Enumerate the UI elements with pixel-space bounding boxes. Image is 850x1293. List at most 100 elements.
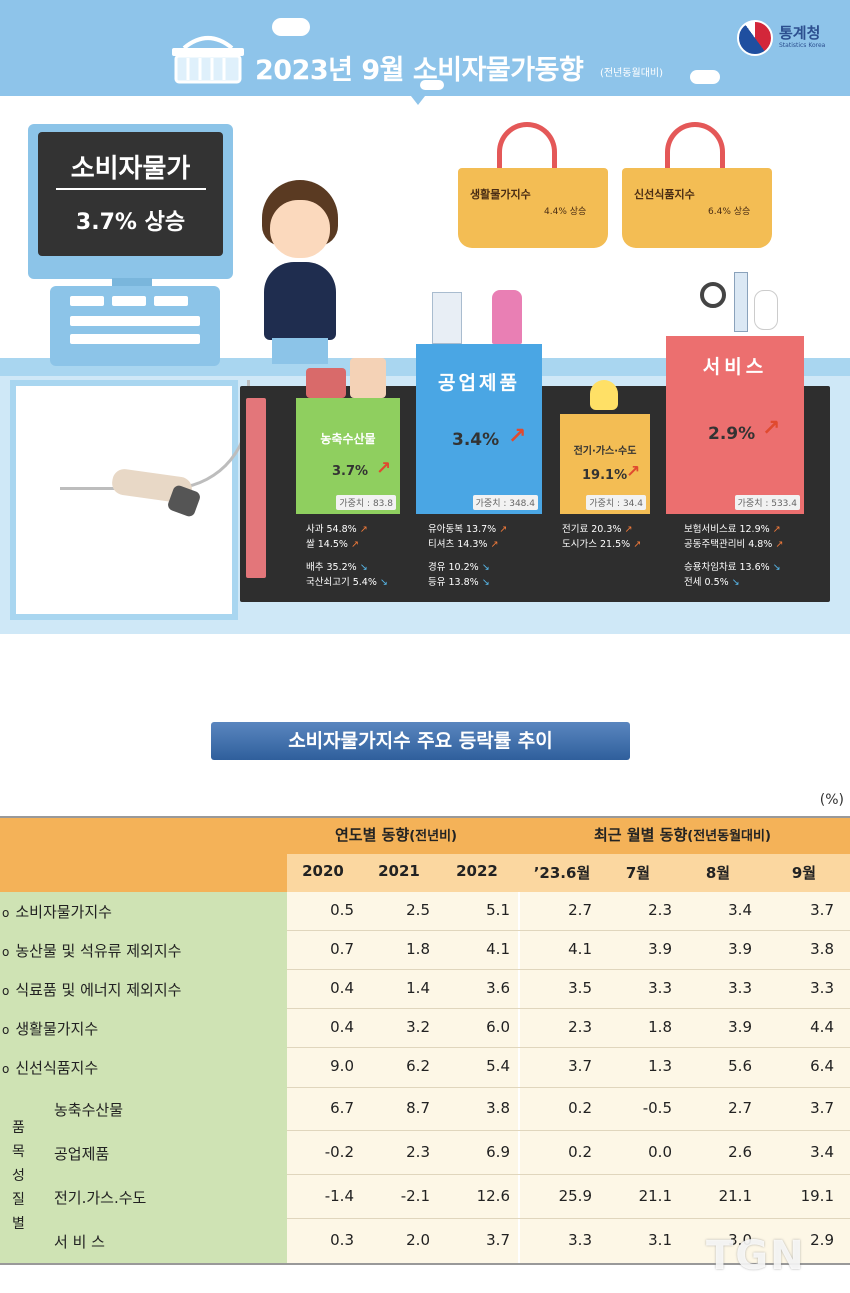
- bullet-icon: o: [2, 984, 10, 998]
- basket-label: 신선식품지수: [634, 188, 695, 201]
- table-cell: 9.0: [330, 1057, 354, 1075]
- table-cell: 3.6: [486, 979, 510, 997]
- detergent-bottle-icon: [492, 290, 522, 344]
- basket-handle: [665, 122, 725, 168]
- table-cell: 6.7: [330, 1099, 354, 1117]
- row-label: o 농산물 및 석유류 제외지수: [2, 940, 181, 961]
- row-divider: [287, 1047, 850, 1048]
- item-down: 등유 13.8% ↘: [428, 577, 490, 588]
- table-cell: 4.1: [486, 940, 510, 958]
- meat-egg-icon: [306, 358, 388, 398]
- category-value: 3.4%: [452, 430, 500, 450]
- row-label-text: 공업제품: [54, 1145, 110, 1163]
- column-header: 2020: [302, 862, 344, 880]
- category-service: 서비스 2.9% ↗ 가중치 : 533.4: [666, 336, 804, 514]
- header-group-monthly: 최근 월별 동향(전년동월대비): [594, 824, 771, 845]
- table-cell: 21.1: [638, 1187, 672, 1205]
- column-separator: [518, 892, 520, 1265]
- category-weight: 가중치 : 83.8: [336, 495, 396, 510]
- table-cell: 3.3: [810, 979, 834, 997]
- cashier-legs: [272, 338, 328, 364]
- table-cell: 4.4: [810, 1018, 834, 1036]
- row-label-text: 생활물가지수: [15, 1020, 99, 1038]
- row-label-text: 농산물 및 석유류 제외지수: [15, 942, 182, 960]
- light-bulb-icon: [590, 380, 618, 410]
- down-arrow-icon: ↘: [478, 577, 490, 588]
- down-arrow-icon: ↘: [478, 562, 490, 573]
- item-down: 국산쇠고기 5.4% ↘: [306, 577, 388, 588]
- row-label-text: 농축수산물: [54, 1101, 124, 1119]
- table-cell: 6.0: [486, 1018, 510, 1036]
- row-label: o 소비자물가지수: [2, 901, 112, 922]
- category-items: 전기료 20.3% ↗ 도시가스 21.5% ↗: [562, 522, 641, 552]
- row-divider: [287, 930, 850, 931]
- up-arrow-icon: ↗: [356, 524, 368, 535]
- service-items-icon: [700, 272, 780, 336]
- basket-label: 생활물가지수: [470, 188, 531, 201]
- row-label: o 식료품 및 에너지 제외지수: [2, 979, 181, 1000]
- header-banner: 2023년 9월 소비자물가동향 (전년동월대비) 통계청 Statistics…: [0, 0, 850, 96]
- table-cell: 3.5: [568, 979, 592, 997]
- cash-register: [50, 286, 220, 366]
- table-cell: 3.1: [648, 1231, 672, 1249]
- table-cell: 1.4: [406, 979, 430, 997]
- category-label: 농축수산물: [320, 432, 376, 446]
- cloud-decoration: [272, 18, 310, 36]
- column-header: 8월: [705, 864, 731, 882]
- category-weight: 가중치 : 348.4: [472, 495, 538, 510]
- category-value: 19.1%: [582, 468, 628, 483]
- down-arrow-icon: ↘: [356, 562, 368, 573]
- up-arrow-icon: ↗: [347, 539, 359, 550]
- table-cell: 2.7: [568, 901, 592, 919]
- table-cell: 2.6: [728, 1143, 752, 1161]
- page-title-subtitle: (전년동월대비): [600, 68, 664, 79]
- register-key: [70, 316, 200, 326]
- table-cell: 8.7: [406, 1099, 430, 1117]
- unit-label: (%): [819, 792, 844, 808]
- basket-fresh-food-index: 신선식품지수 6.4% 상승: [622, 168, 772, 248]
- table-cell: 2.3: [406, 1143, 430, 1161]
- up-arrow-icon: ↗: [630, 539, 642, 550]
- table-cell: 5.1: [486, 901, 510, 919]
- column-header: 2022: [456, 862, 498, 880]
- table-cell: 3.3: [648, 979, 672, 997]
- column-header: 9월: [791, 864, 817, 882]
- table-cell: -0.2: [324, 1143, 354, 1161]
- table-cell: 0.0: [648, 1143, 672, 1161]
- row-label-text: 식료품 및 에너지 제외지수: [15, 981, 182, 999]
- table-cell: 0.7: [330, 940, 354, 958]
- item-up: 쌀 14.5% ↗: [306, 539, 359, 550]
- table-cell: 6.4: [810, 1057, 834, 1075]
- cashier-body: [264, 262, 336, 340]
- row-divider: [287, 1218, 850, 1219]
- basket-handle: [497, 122, 557, 168]
- header-pointer: [411, 96, 425, 105]
- row-label-text: 소비자물가지수: [15, 903, 112, 921]
- item-up: 사과 54.8% ↗: [306, 524, 368, 535]
- table-cell: 19.1: [800, 1187, 834, 1205]
- table-cell: 0.2: [568, 1143, 592, 1161]
- table-cell: 3.4: [728, 901, 752, 919]
- item-up: 보험서비스료 12.9% ↗: [684, 524, 781, 535]
- row-divider: [287, 1008, 850, 1009]
- up-arrow-icon: ↗: [621, 524, 633, 535]
- table-cell: 2.5: [406, 901, 430, 919]
- tgn-watermark: TGN: [706, 1233, 806, 1279]
- table-cell: 3.9: [728, 1018, 752, 1036]
- group-label-char: 목: [12, 1144, 25, 1160]
- column-header: 2021: [378, 862, 420, 880]
- category-utilities: 전기·가스·수도 19.1% ↗ 가중치 : 34.4: [560, 414, 650, 514]
- monitor-stand: [112, 278, 152, 288]
- table-header-years: [287, 854, 850, 892]
- table-cell: 0.4: [330, 1018, 354, 1036]
- table-cell: 3.0: [728, 1231, 752, 1249]
- bullet-icon: o: [2, 1023, 10, 1037]
- category-items: 보험서비스료 12.9% ↗ 공동주택관리비 4.8% ↗ 승용차임차료 13.…: [684, 522, 783, 590]
- category-value: 3.7%: [332, 464, 369, 479]
- table-cell: 0.2: [568, 1099, 592, 1117]
- table-cell: 3.9: [648, 940, 672, 958]
- cpi-trend-table: 연도별 동향(전년비) 최근 월별 동향(전년동월대비) 2020 2021 2…: [0, 816, 850, 1265]
- table-cell: 4.1: [568, 940, 592, 958]
- table-cell: 2.3: [568, 1018, 592, 1036]
- category-weight: 가중치 : 34.4: [586, 495, 646, 510]
